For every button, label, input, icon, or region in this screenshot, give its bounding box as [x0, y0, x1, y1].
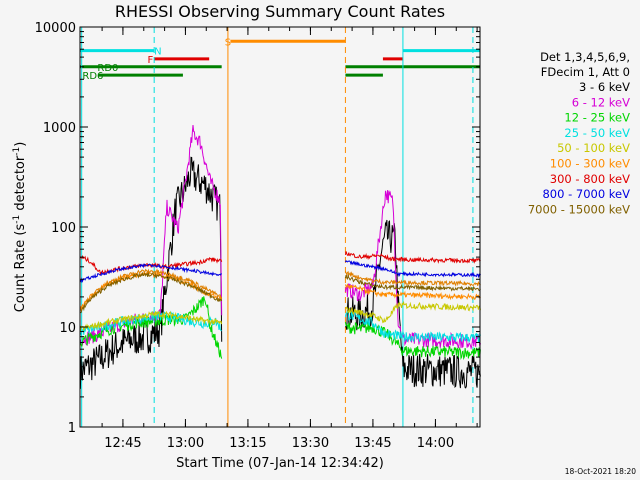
series-line-8-0	[80, 271, 223, 314]
legend-item: 100 - 300 keV	[550, 157, 630, 171]
y-tick-label: 1	[68, 421, 76, 436]
legend-item: 25 - 50 keV	[564, 126, 630, 140]
x-tick-label: 13:15	[229, 436, 266, 451]
x-tick-label: 13:00	[167, 436, 204, 451]
series-line-0-0	[79, 156, 223, 389]
x-tick-label: 13:45	[354, 436, 391, 451]
chart-title: RHESSI Observing Summary Count Rates	[115, 2, 445, 21]
series-line-9-0	[79, 263, 223, 284]
flag-label-rd0: RD0	[97, 63, 118, 74]
series-line-9-1	[344, 259, 481, 279]
series-line-6-1	[344, 251, 481, 264]
legend-header-line1: Det 1,3,4,5,6,9,	[540, 50, 630, 64]
legend-item: 6 - 12 keV	[572, 95, 630, 109]
series-layer	[79, 125, 481, 389]
series-line-8-1	[344, 273, 481, 292]
x-tick-label: 12:45	[104, 436, 141, 451]
x-tick-label: 14:00	[417, 436, 454, 451]
x-tick-label: 13:30	[292, 436, 329, 451]
y-axis-label-sup2: -1	[12, 147, 22, 156]
series-line-6-0	[79, 254, 223, 276]
series-line-4-1	[345, 300, 481, 324]
x-axis-label: Start Time (07-Jan-14 12:34:42)	[176, 456, 384, 471]
legend-item: 12 - 25 keV	[564, 111, 630, 125]
series-line-7-1	[344, 270, 481, 287]
legend: Det 1,3,4,5,6,9, FDecim 1, Att 0 3 - 6 k…	[528, 50, 630, 216]
y-tick-label: 1000	[43, 121, 76, 136]
legend-item: 800 - 7000 keV	[542, 187, 630, 201]
series-line-1-1	[344, 190, 481, 350]
legend-item: 300 - 800 keV	[550, 172, 630, 186]
flag-label-rd6: RD6	[82, 71, 103, 82]
y-axis-label-main: Count Rate (s	[13, 224, 28, 313]
series-line-7-0	[80, 268, 223, 312]
y-axis-label-sup1: -1	[12, 215, 22, 224]
series-line-3-1	[344, 310, 481, 344]
series-line-2-1	[344, 321, 481, 361]
y-tick-label: 100	[51, 221, 76, 236]
flag-label-n: N	[154, 47, 161, 58]
legend-item: 3 - 6 keV	[579, 80, 630, 94]
y-axis-label: Count Rate (s-1 detector-1)	[12, 142, 28, 313]
y-axis-label-end: )	[13, 142, 28, 147]
axes: 1 10 100 1000 10000 12:45 13:00 13:15 13:30 13:45…	[35, 21, 481, 451]
timestamp: 18-Oct-2021 18:20	[565, 467, 636, 476]
series-line-0-1	[344, 219, 481, 389]
flag-label-f: F	[148, 55, 154, 66]
legend-item: 7000 - 15000 keV	[528, 202, 630, 216]
legend-item: 50 - 100 keV	[557, 141, 630, 155]
observing-flags: NFSRD0RD6	[80, 37, 481, 82]
series-line-4-0	[79, 310, 223, 331]
y-axis-label-mid: detector	[13, 155, 28, 215]
legend-header-line2: FDecim 1, Att 0	[541, 65, 630, 79]
series-line-5-1	[344, 283, 481, 301]
y-tick-label: 10000	[35, 21, 76, 36]
y-tick-label: 10	[59, 321, 76, 336]
